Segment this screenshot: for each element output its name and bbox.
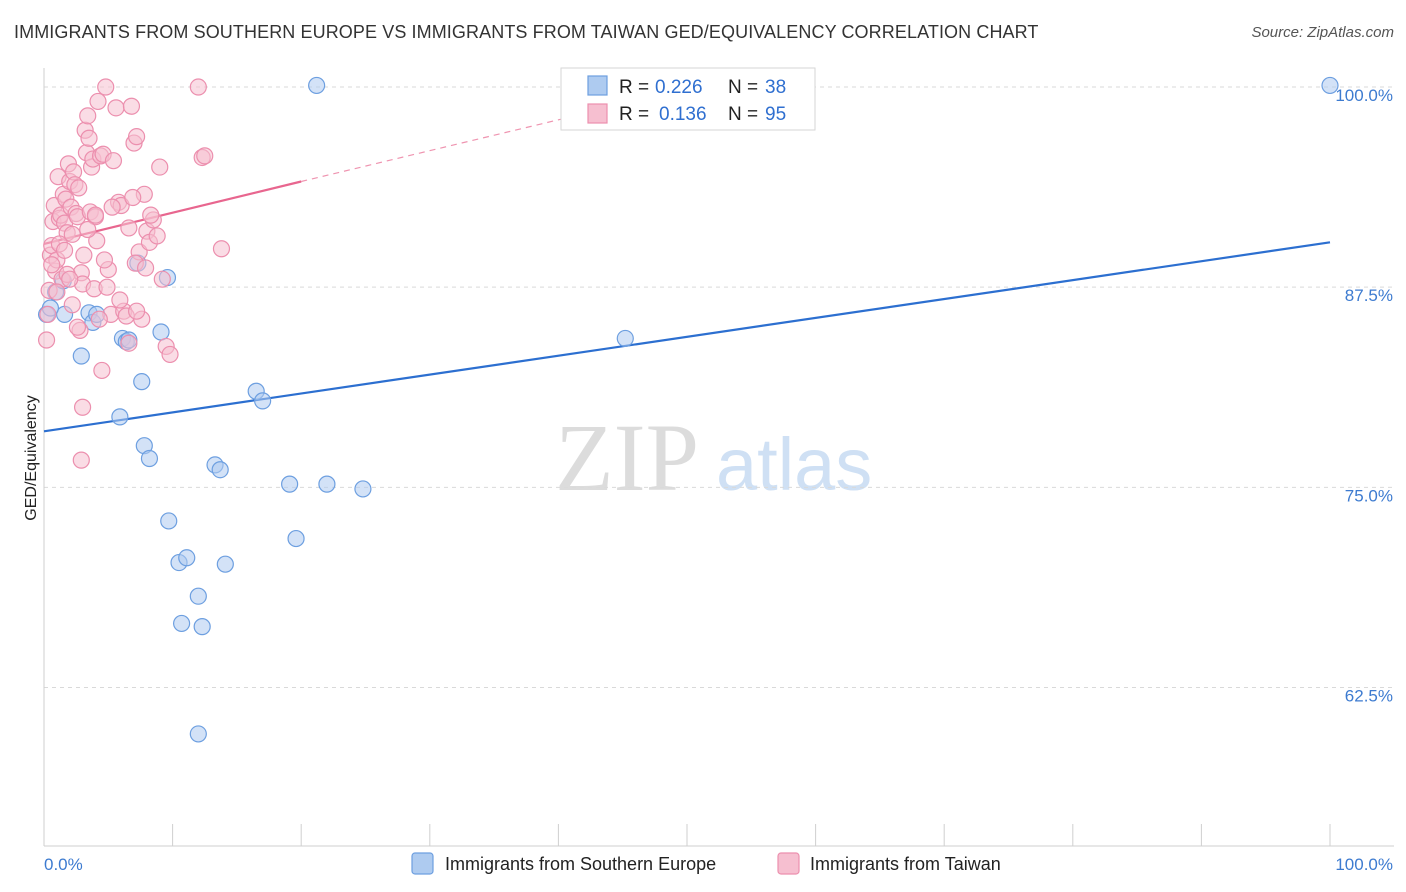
blue-data-point: [152, 323, 170, 341]
blue-trend-line: [43, 241, 1331, 433]
pink-data-point: [142, 206, 160, 224]
pink-data-point: [63, 225, 81, 243]
blue-data-point: [616, 329, 634, 348]
pink-data-point: [88, 232, 106, 250]
pink-data-point: [124, 188, 142, 207]
y-axis-label: GED/Equivalency: [23, 395, 40, 520]
blue-data-point: [287, 529, 305, 548]
legend-n-value-blue: 38: [765, 77, 786, 98]
watermark-zip: ZIP: [555, 404, 699, 511]
pink-data-point: [189, 78, 207, 96]
pink-data-point: [127, 302, 146, 320]
pink-data-point: [120, 219, 138, 237]
y-tick-label: 100.0%: [1335, 86, 1393, 105]
legend-r-value-blue: 0.226: [655, 77, 703, 98]
legend-n-label-blue: N =: [728, 77, 758, 98]
blue-data-point: [133, 373, 151, 391]
y-tick-labels: 62.5% 75.0% 87.5% 100.0%: [1335, 86, 1393, 705]
blue-data-point: [72, 347, 90, 365]
pink-data-point: [89, 92, 107, 111]
pink-data-point: [95, 251, 114, 269]
pink-data-point: [136, 259, 155, 277]
pink-data-point: [127, 128, 146, 146]
blue-data-point: [308, 76, 326, 95]
pink-data-point: [86, 206, 105, 224]
pink-data-point: [111, 291, 129, 309]
pink-data-point: [55, 241, 74, 259]
chart-source: Source: ZipAtlas.com: [1251, 24, 1394, 41]
blue-data-point: [1321, 76, 1339, 95]
pink-data-point: [73, 398, 92, 416]
legend-r-label-blue: R =: [619, 77, 649, 98]
legend-swatch-blue: [587, 75, 608, 96]
pink-data-point: [107, 99, 125, 117]
legend-r-value-pink: 0.136: [659, 104, 707, 125]
pink-data-point: [153, 270, 171, 288]
blue-data-point: [189, 587, 207, 605]
pink-data-point: [72, 451, 90, 469]
pink-data-point: [151, 158, 169, 176]
blue-data-point: [189, 725, 207, 743]
pink-data-point: [75, 246, 93, 264]
blue-data-point: [111, 408, 129, 426]
pink-data-point: [212, 240, 231, 258]
blue-data-point: [211, 461, 229, 479]
trend-lines: [43, 97, 1331, 433]
blue-data-point: [354, 480, 372, 498]
pink-data-point: [79, 107, 97, 125]
x-tick-label: 100.0%: [1335, 855, 1393, 874]
x-tick-labels: 0.0% 100.0%: [44, 855, 1393, 874]
blue-data-point: [254, 392, 272, 410]
pink-data-point: [43, 256, 61, 274]
blue-data-point: [216, 555, 234, 573]
legend-swatch-pink: [587, 103, 608, 124]
blue-data-point: [178, 549, 196, 567]
bottom-legend-swatch-pink: [777, 852, 800, 875]
blue-data-point: [160, 512, 178, 530]
legend-r-label-pink: R =: [619, 104, 649, 125]
pink-data-point: [97, 78, 115, 96]
blue-data-point: [140, 449, 159, 468]
pink-data-point: [196, 147, 214, 165]
pink-data-point: [48, 283, 66, 301]
series-legend: Immigrants from Southern Europe Immigran…: [411, 852, 1001, 875]
bottom-legend-swatch-blue: [411, 852, 434, 875]
x-tick-label: 0.0%: [44, 855, 83, 874]
blue-data-point: [281, 475, 299, 493]
pink-data-point: [161, 345, 179, 364]
blue-data-point: [173, 614, 191, 633]
pink-data-point: [90, 310, 108, 328]
legend-n-label-pink: N =: [728, 104, 758, 125]
blue-data-point: [318, 475, 336, 493]
y-tick-label: 87.5%: [1345, 286, 1393, 305]
bottom-legend-label-blue: Immigrants from Southern Europe: [445, 854, 716, 874]
bottom-legend-label-pink: Immigrants from Taiwan: [810, 854, 1001, 874]
watermark-atlas: atlas: [716, 423, 872, 506]
pink-data-point: [80, 129, 98, 147]
blue-data-point: [193, 618, 211, 636]
pink-data-point: [120, 334, 138, 352]
legend-n-value-pink: 95: [765, 104, 786, 125]
pink-data-point: [93, 361, 111, 380]
pink-data-point: [63, 296, 81, 314]
stats-legend: R = 0.226 N = 38 R = 0.136 N = 95: [560, 67, 816, 131]
data-points: [37, 76, 1339, 743]
chart-title: IMMIGRANTS FROM SOUTHERN EUROPE VS IMMIG…: [14, 22, 1039, 42]
y-tick-label: 75.0%: [1345, 486, 1393, 505]
pink-data-point: [61, 270, 79, 288]
pink-data-point: [37, 331, 56, 349]
y-tick-label: 62.5%: [1345, 686, 1393, 705]
pink-data-point: [39, 305, 57, 323]
pink-data-point: [98, 278, 116, 296]
gridlines: [44, 86, 1394, 688]
pink-data-point: [70, 179, 88, 197]
pink-data-point: [68, 318, 87, 336]
pink-data-point: [148, 227, 166, 245]
pink-data-point: [103, 198, 121, 216]
pink-data-point: [79, 220, 97, 239]
pink-data-point: [122, 97, 141, 115]
axes: [43, 68, 1394, 847]
pink-data-point: [104, 152, 123, 170]
